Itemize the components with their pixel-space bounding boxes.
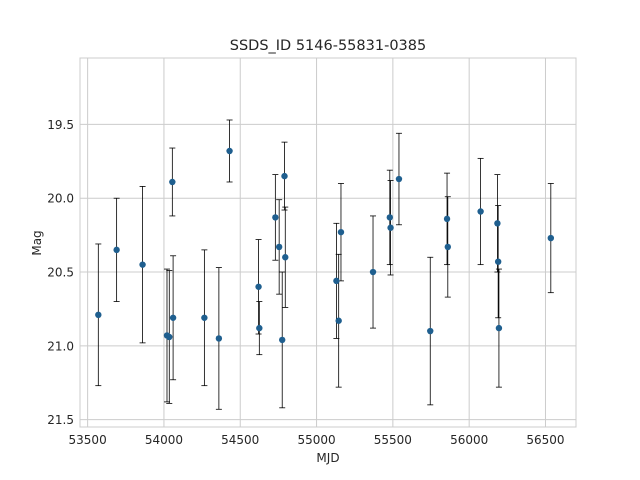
y-tick-label: 21.5 [47, 413, 74, 427]
data-point [255, 283, 262, 290]
data-point [281, 172, 288, 180]
data-point [95, 311, 102, 319]
data-point [337, 228, 345, 236]
data-point [477, 208, 484, 215]
x-tick-label: 56500 [526, 433, 564, 447]
data-point [427, 327, 434, 335]
data-points [95, 147, 555, 344]
data-point [166, 333, 173, 341]
data-point [387, 224, 394, 231]
x-tick-label: 53500 [69, 433, 107, 447]
data-point [386, 214, 394, 221]
data-point [333, 277, 340, 285]
data-point [226, 147, 233, 155]
data-point [113, 246, 120, 254]
x-tick-label: 55500 [374, 433, 412, 447]
data-point [395, 175, 403, 183]
data-point [279, 336, 286, 344]
x-axis-label: MJD [316, 451, 339, 465]
x-tick-label: 54500 [221, 433, 259, 447]
data-point [275, 243, 283, 251]
data-point [169, 178, 176, 186]
x-tick-labels: 53500 54000 54500 55000 55500 56000 56500 [69, 433, 565, 447]
x-tick-label: 54000 [145, 433, 183, 447]
data-point [272, 214, 279, 221]
data-point [139, 261, 146, 268]
y-tick-label: 21.0 [47, 339, 74, 353]
data-point [335, 317, 342, 324]
plot-frame [79, 57, 577, 428]
data-point [215, 335, 223, 342]
chart-title: SSDS_ID 5146-55831-0385 [230, 38, 426, 54]
data-point [282, 254, 289, 261]
x-tick-label: 55000 [297, 433, 335, 447]
y-tick-labels: 19.5 20.0 20.5 21.0 21.5 [47, 118, 74, 427]
y-tick-label: 19.5 [47, 118, 74, 132]
data-point [443, 215, 451, 223]
data-point [169, 314, 177, 321]
data-point [369, 268, 377, 276]
x-tick-label: 56000 [450, 433, 488, 447]
data-point [444, 243, 452, 251]
data-point [494, 220, 501, 227]
data-point [495, 324, 503, 332]
data-point [201, 314, 208, 321]
y-tick-label: 20.0 [47, 192, 74, 206]
y-axis-label: Mag [30, 230, 44, 255]
data-point [256, 324, 263, 332]
data-point [547, 234, 555, 242]
y-tick-label: 20.5 [47, 266, 74, 280]
grid [80, 58, 576, 427]
data-point [494, 258, 502, 265]
